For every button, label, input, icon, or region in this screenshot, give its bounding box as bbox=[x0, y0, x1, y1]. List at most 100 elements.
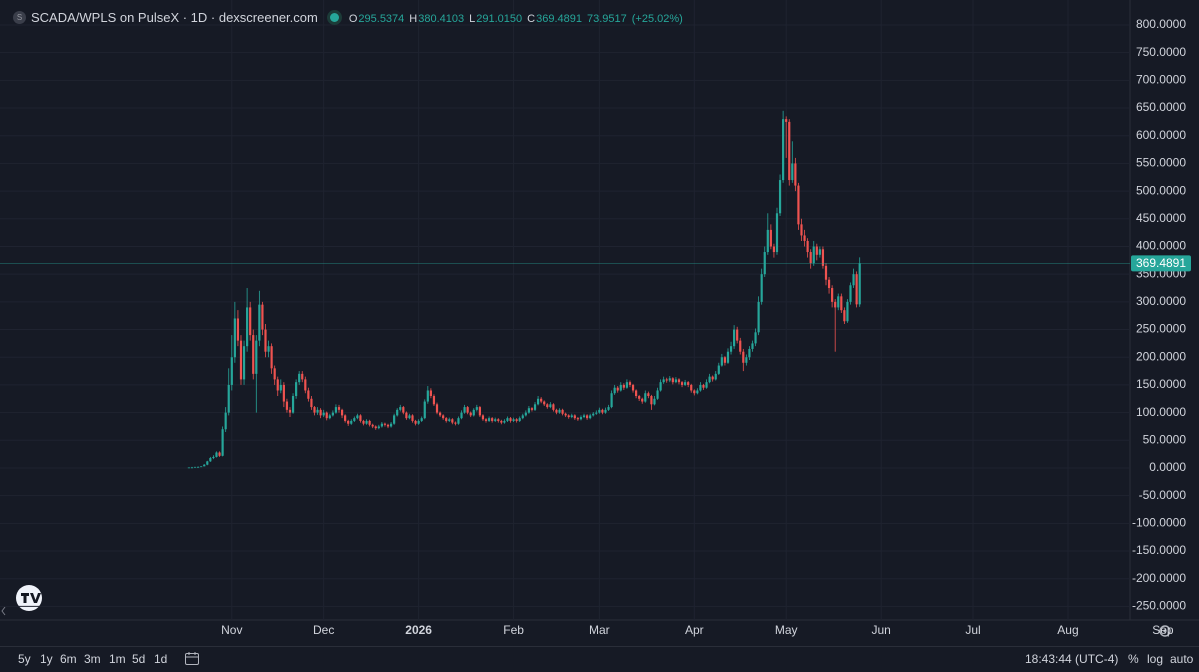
candle-body bbox=[233, 318, 236, 358]
candle-body bbox=[855, 274, 858, 305]
candle-body bbox=[797, 185, 800, 225]
x-tick-label: 2026 bbox=[405, 623, 432, 637]
candle-body bbox=[270, 346, 273, 369]
y-tick-label: 700.0000 bbox=[1136, 73, 1186, 87]
candle-body bbox=[298, 373, 301, 383]
y-tick-label: -100.0000 bbox=[1132, 516, 1186, 530]
candle-body bbox=[420, 418, 423, 421]
range-button[interactable]: 6m bbox=[60, 652, 77, 666]
y-tick-label: 300.0000 bbox=[1136, 294, 1186, 308]
range-button[interactable]: 1m bbox=[109, 652, 126, 666]
change-value: 73.9517 bbox=[587, 13, 627, 25]
candle-body bbox=[815, 246, 818, 255]
candle-body bbox=[714, 373, 717, 380]
range-button[interactable]: 1d bbox=[154, 652, 168, 666]
candle-body bbox=[224, 412, 227, 430]
candle-body bbox=[668, 378, 671, 381]
candle-body bbox=[736, 329, 739, 341]
scroll-left-icon[interactable] bbox=[1, 606, 6, 616]
candle-body bbox=[723, 357, 727, 363]
candle-body bbox=[751, 343, 754, 349]
y-tick-label: 200.0000 bbox=[1136, 349, 1186, 363]
candle-body bbox=[650, 396, 653, 405]
candle-body bbox=[432, 396, 436, 405]
candle-body bbox=[546, 404, 549, 408]
candle-body bbox=[206, 461, 209, 465]
y-tick-label: 650.0000 bbox=[1136, 100, 1186, 114]
x-tick-label: Apr bbox=[685, 623, 704, 637]
y-tick-label: 750.0000 bbox=[1136, 45, 1186, 59]
candle-body bbox=[644, 393, 647, 402]
candle-body bbox=[209, 458, 212, 462]
status-dot bbox=[329, 13, 339, 22]
range-button[interactable]: 1y bbox=[40, 652, 53, 666]
x-tick-label: Jun bbox=[871, 623, 890, 637]
candle-body bbox=[567, 415, 570, 418]
last-price-tag bbox=[1131, 255, 1191, 272]
candles bbox=[187, 110, 861, 469]
range-button[interactable]: 3m bbox=[84, 652, 101, 666]
candle-body bbox=[227, 384, 230, 413]
candle-body bbox=[576, 418, 580, 420]
chart: -250.0000 -200.0000 -150.0000 -100.0000 -50.… bbox=[0, 0, 1199, 637]
x-tick-label: May bbox=[775, 623, 798, 637]
candle-body bbox=[399, 407, 402, 410]
candle-body bbox=[353, 418, 356, 421]
option-button[interactable]: % bbox=[1128, 652, 1139, 666]
candle-body bbox=[834, 301, 837, 308]
candle-body bbox=[656, 390, 659, 399]
ohlc-value: 291.0150 bbox=[476, 13, 523, 25]
symbol-title: SCADA/WPLS on PulseX · 1D · dexscreener.… bbox=[31, 10, 318, 25]
candle-body bbox=[766, 229, 769, 253]
candle-body bbox=[677, 379, 681, 383]
x-tick-label: Mar bbox=[589, 623, 610, 637]
candle-body bbox=[386, 424, 390, 427]
candle-body bbox=[518, 418, 521, 421]
candle-body bbox=[662, 379, 665, 383]
candle-body bbox=[408, 415, 411, 419]
candle-body bbox=[316, 409, 319, 413]
candle-body bbox=[680, 382, 684, 385]
candle-body bbox=[187, 467, 191, 469]
settings-icon[interactable] bbox=[1159, 625, 1171, 637]
candle-body bbox=[821, 249, 825, 266]
candle-body bbox=[613, 387, 616, 394]
candle-body bbox=[515, 419, 518, 421]
candle-body bbox=[589, 415, 592, 419]
ohlc-value: 369.4891 bbox=[536, 13, 582, 25]
y-tick-label: 250.0000 bbox=[1136, 322, 1186, 336]
candle-body bbox=[423, 401, 426, 419]
candle-body bbox=[582, 415, 586, 418]
option-button[interactable]: auto bbox=[1170, 652, 1194, 666]
candle-body bbox=[684, 382, 687, 385]
candle-body bbox=[414, 420, 417, 424]
candle-body bbox=[491, 418, 494, 421]
range-button[interactable]: 5y bbox=[18, 652, 31, 666]
y-tick-label: 0.0000 bbox=[1149, 460, 1186, 474]
candle-body bbox=[258, 304, 261, 341]
candle-body bbox=[846, 301, 849, 322]
candle-body bbox=[368, 420, 371, 425]
candle-body bbox=[595, 412, 598, 414]
candle-body bbox=[852, 274, 855, 286]
range-button[interactable]: 5d bbox=[132, 652, 146, 666]
candle-body bbox=[788, 121, 791, 181]
candle-body bbox=[200, 466, 203, 468]
candle-body bbox=[717, 365, 720, 374]
candle-body bbox=[279, 384, 282, 391]
candle-body bbox=[356, 415, 359, 419]
bottom-toolbar: 5y 1y 6m 3m 1m 5d 1d 18:43:44 (UTC-4)% log auto bbox=[0, 646, 1199, 672]
candle-body bbox=[252, 335, 255, 374]
candle-body bbox=[827, 279, 831, 289]
candle-body bbox=[739, 340, 742, 352]
candle-body bbox=[374, 426, 377, 429]
candle-body bbox=[246, 307, 249, 347]
candle-body bbox=[687, 382, 690, 385]
candle-body bbox=[527, 408, 530, 413]
candle-body bbox=[463, 407, 466, 413]
candle-body bbox=[212, 456, 215, 459]
option-button[interactable]: log bbox=[1147, 652, 1164, 666]
calendar-icon[interactable] bbox=[184, 651, 200, 667]
candle-body bbox=[288, 409, 292, 413]
candle-body bbox=[610, 393, 613, 408]
